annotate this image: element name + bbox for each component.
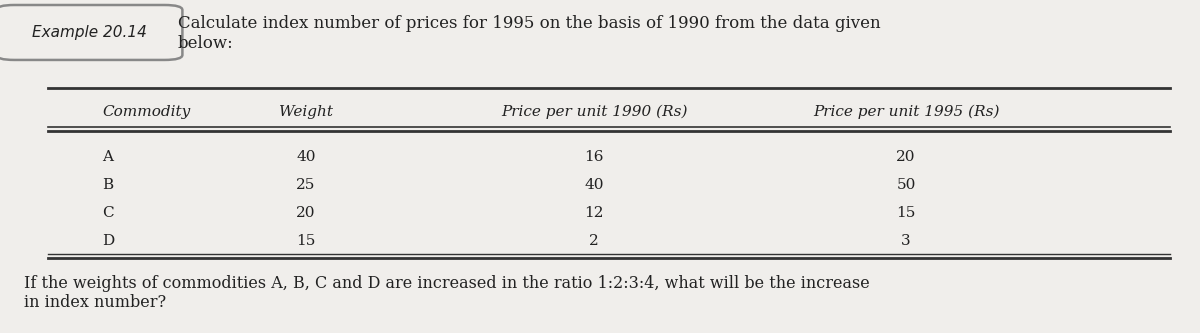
Text: 50: 50 <box>896 178 916 192</box>
Text: Price per unit 1990 (Rs): Price per unit 1990 (Rs) <box>500 104 688 119</box>
Text: Weight: Weight <box>278 105 334 119</box>
Text: 25: 25 <box>296 178 316 192</box>
Text: A: A <box>102 150 113 164</box>
Text: 40: 40 <box>296 150 316 164</box>
Text: 16: 16 <box>584 150 604 164</box>
Text: 20: 20 <box>296 206 316 220</box>
Text: Calculate index number of prices for 1995 on the basis of 1990 from the data giv: Calculate index number of prices for 199… <box>178 15 881 52</box>
Text: Example 20.14: Example 20.14 <box>32 25 146 40</box>
Text: 40: 40 <box>584 178 604 192</box>
Text: D: D <box>102 234 114 248</box>
Text: 15: 15 <box>896 206 916 220</box>
Text: C: C <box>102 206 114 220</box>
Text: B: B <box>102 178 113 192</box>
Text: 2: 2 <box>589 234 599 248</box>
FancyBboxPatch shape <box>0 5 182 60</box>
Text: Commodity: Commodity <box>102 105 191 119</box>
Text: 12: 12 <box>584 206 604 220</box>
Text: Price per unit 1995 (Rs): Price per unit 1995 (Rs) <box>812 104 1000 119</box>
Text: 3: 3 <box>901 234 911 248</box>
Text: 20: 20 <box>896 150 916 164</box>
Text: 15: 15 <box>296 234 316 248</box>
Text: If the weights of commodities A, B, C and D are increased in the ratio 1:2:3:4, : If the weights of commodities A, B, C an… <box>24 275 870 311</box>
